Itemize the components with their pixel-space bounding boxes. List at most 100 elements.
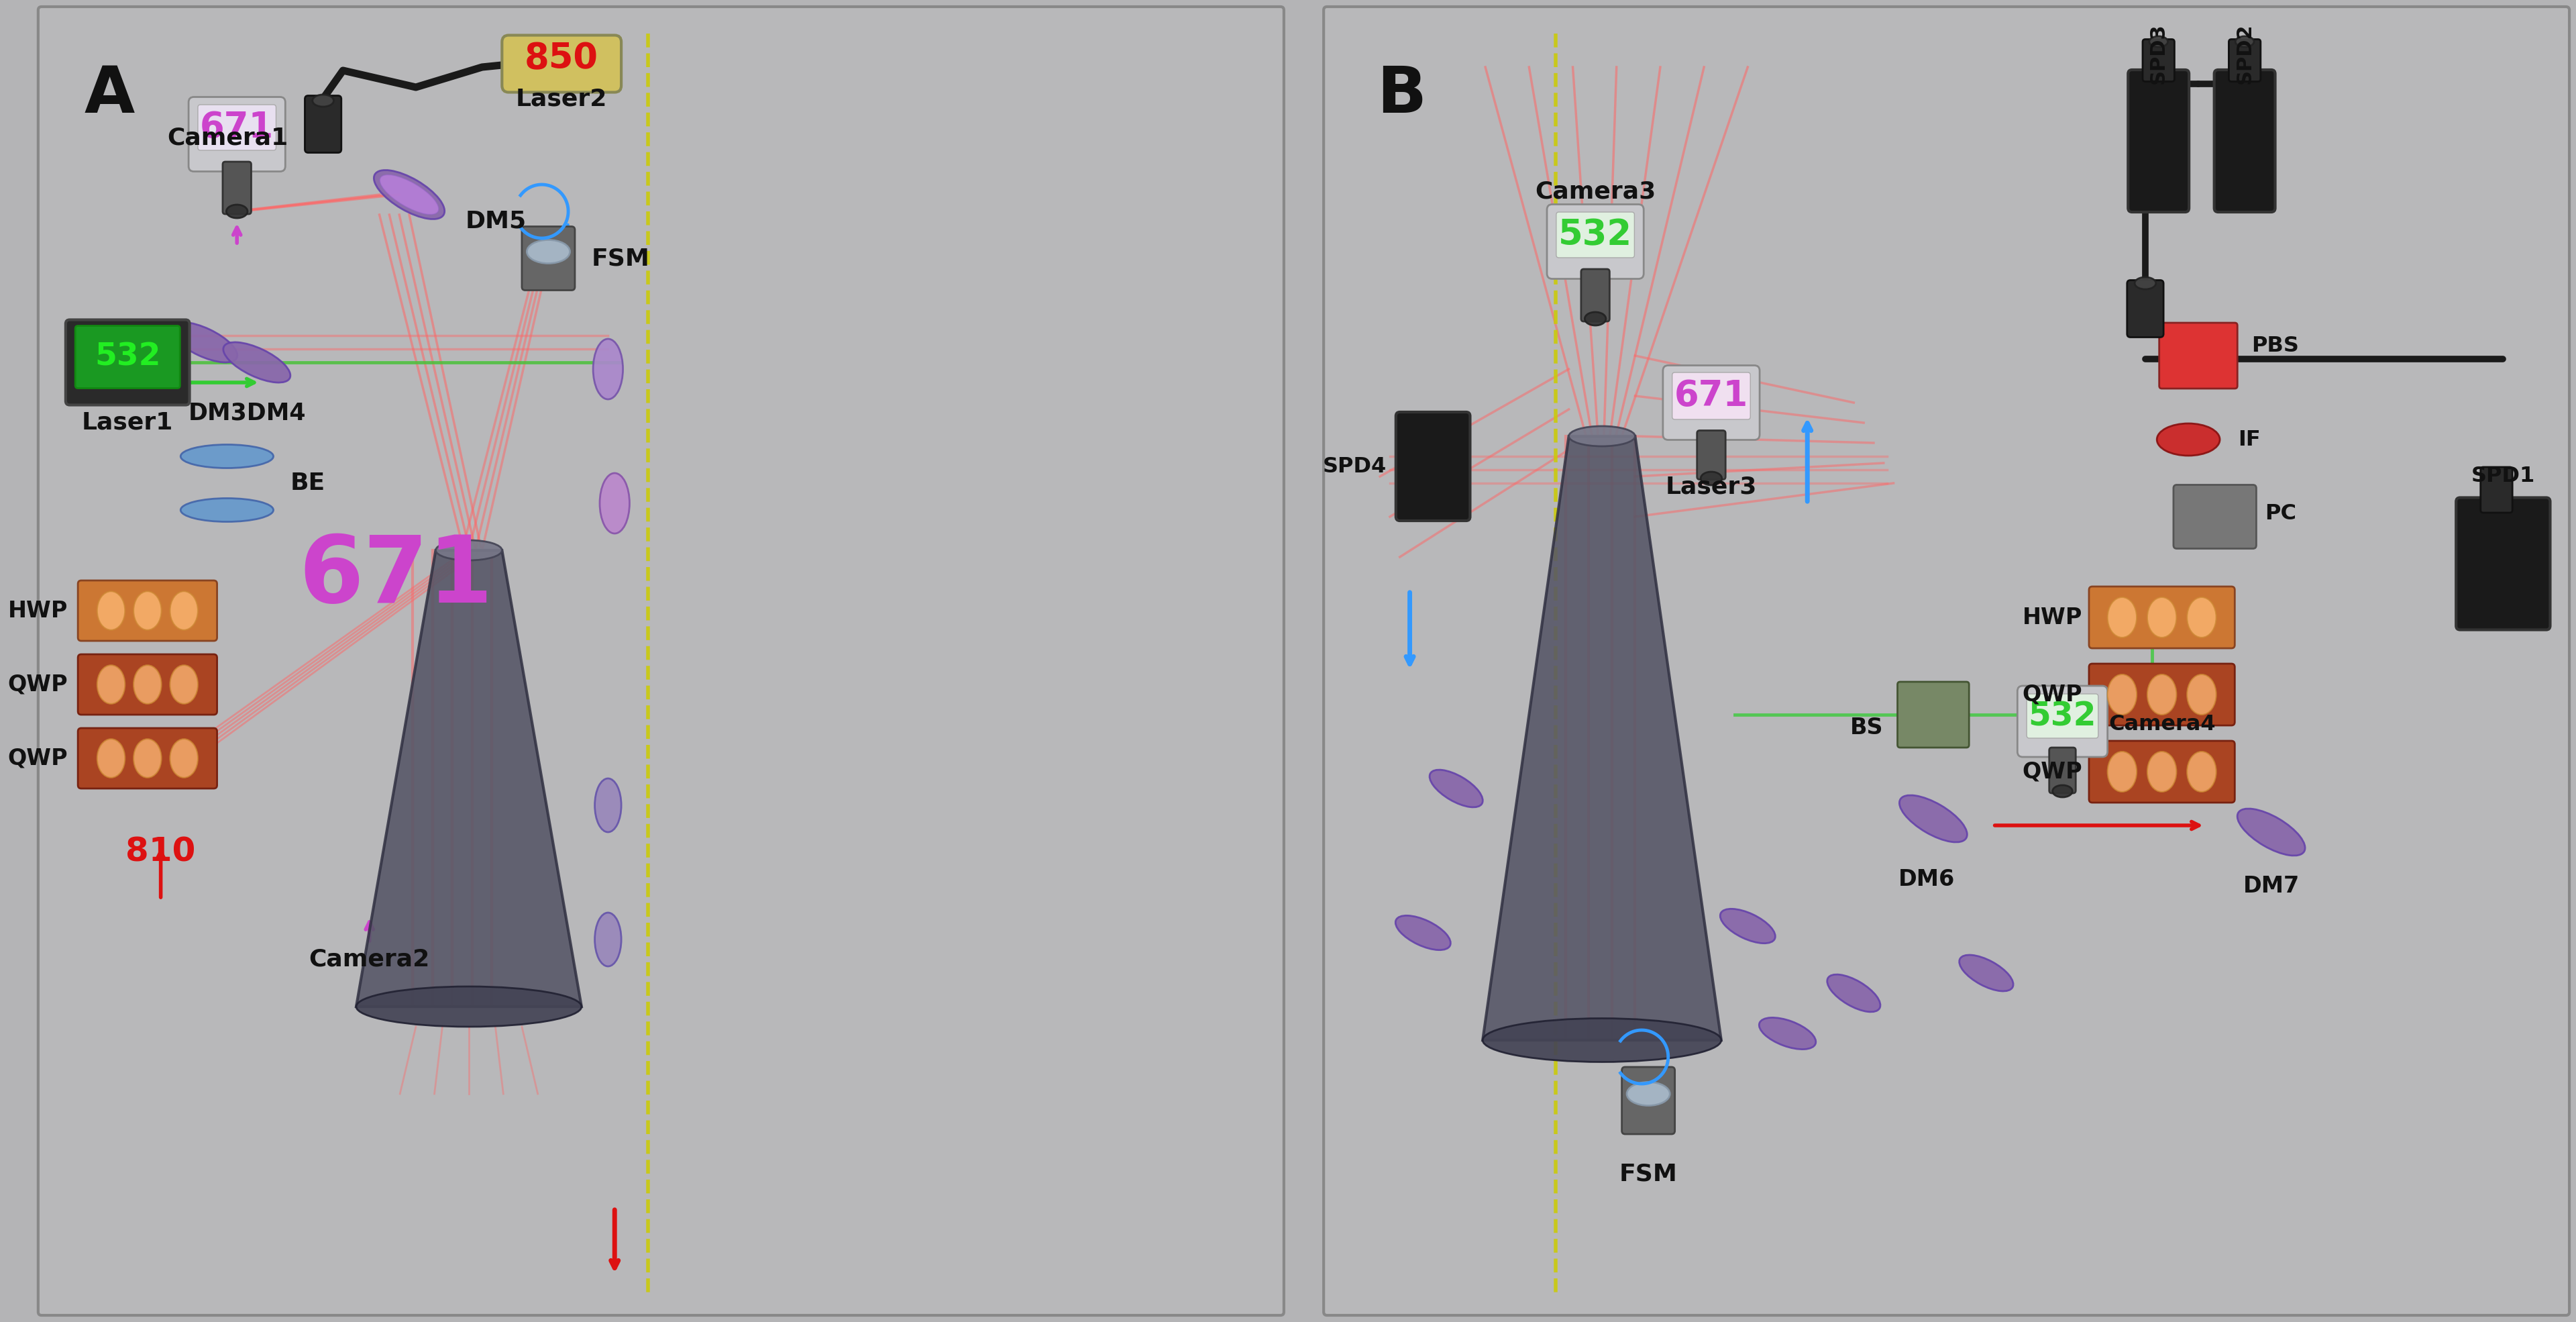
FancyBboxPatch shape (64, 320, 191, 405)
Ellipse shape (224, 342, 291, 382)
Ellipse shape (1700, 472, 1721, 485)
Text: 850: 850 (526, 41, 598, 75)
FancyBboxPatch shape (2089, 664, 2236, 726)
FancyBboxPatch shape (77, 728, 216, 788)
Ellipse shape (2107, 752, 2136, 792)
Ellipse shape (1584, 312, 1605, 325)
Text: PBS: PBS (2251, 336, 2298, 356)
FancyBboxPatch shape (2228, 40, 2262, 82)
Ellipse shape (2107, 598, 2136, 637)
Ellipse shape (1628, 1083, 1669, 1105)
Text: 810: 810 (126, 836, 196, 869)
Ellipse shape (2148, 752, 2177, 792)
Text: 671: 671 (1674, 378, 1749, 414)
Text: PC: PC (2264, 502, 2295, 524)
Text: Laser2: Laser2 (515, 87, 608, 110)
Text: DM5: DM5 (466, 210, 526, 233)
Ellipse shape (2136, 278, 2156, 290)
FancyBboxPatch shape (2089, 740, 2236, 802)
FancyBboxPatch shape (1623, 1067, 1674, 1134)
Ellipse shape (98, 739, 126, 777)
FancyBboxPatch shape (2128, 280, 2164, 337)
Ellipse shape (134, 739, 162, 777)
Text: B: B (1376, 63, 1427, 126)
Ellipse shape (170, 739, 198, 777)
Text: Laser3: Laser3 (1667, 475, 1757, 498)
Ellipse shape (312, 95, 335, 107)
Ellipse shape (170, 665, 198, 703)
Text: 671: 671 (201, 110, 273, 145)
Text: Camera4: Camera4 (2110, 714, 2215, 735)
Text: Camera1: Camera1 (167, 126, 289, 149)
Ellipse shape (170, 591, 198, 631)
Ellipse shape (2148, 598, 2177, 637)
Ellipse shape (1569, 426, 1636, 447)
FancyBboxPatch shape (1899, 682, 1968, 747)
Ellipse shape (2053, 785, 2074, 797)
Ellipse shape (600, 473, 629, 534)
Text: 532: 532 (95, 342, 160, 371)
FancyBboxPatch shape (77, 580, 216, 641)
FancyBboxPatch shape (1672, 373, 1749, 419)
Ellipse shape (2156, 423, 2221, 456)
Text: A: A (85, 63, 134, 126)
Ellipse shape (374, 171, 446, 219)
Ellipse shape (2107, 674, 2136, 715)
Ellipse shape (2148, 674, 2177, 715)
Text: FSM: FSM (1620, 1163, 1677, 1186)
FancyBboxPatch shape (2027, 694, 2099, 738)
Text: SPD4: SPD4 (1321, 456, 1386, 477)
Ellipse shape (134, 665, 162, 703)
FancyBboxPatch shape (1548, 205, 1643, 279)
Ellipse shape (170, 323, 237, 362)
FancyBboxPatch shape (39, 7, 1283, 1315)
Ellipse shape (2148, 36, 2169, 48)
Ellipse shape (592, 338, 623, 399)
FancyBboxPatch shape (1582, 270, 1610, 321)
Ellipse shape (227, 205, 247, 218)
Polygon shape (355, 550, 582, 1006)
Ellipse shape (2236, 36, 2254, 48)
Text: IF: IF (2239, 430, 2262, 449)
Text: DM3DM4: DM3DM4 (188, 402, 307, 424)
FancyBboxPatch shape (2455, 497, 2550, 629)
FancyBboxPatch shape (2215, 70, 2275, 212)
Ellipse shape (379, 175, 438, 214)
FancyBboxPatch shape (304, 95, 340, 152)
Text: FSM: FSM (592, 247, 649, 270)
Text: SPD2: SPD2 (2236, 24, 2254, 85)
Ellipse shape (528, 239, 569, 263)
Text: BE: BE (291, 472, 325, 494)
Text: SPD3: SPD3 (2148, 24, 2169, 85)
Ellipse shape (98, 665, 126, 703)
Text: DM7: DM7 (2244, 875, 2300, 896)
Text: QWP: QWP (2022, 683, 2081, 706)
FancyBboxPatch shape (198, 104, 276, 151)
FancyBboxPatch shape (2128, 70, 2190, 212)
Ellipse shape (98, 591, 126, 631)
Text: HWP: HWP (2022, 607, 2081, 628)
Text: 532: 532 (2027, 699, 2097, 732)
Text: 671: 671 (299, 531, 492, 623)
FancyBboxPatch shape (222, 161, 252, 214)
Ellipse shape (180, 498, 273, 522)
Text: QWP: QWP (8, 747, 67, 769)
FancyBboxPatch shape (188, 97, 286, 172)
Ellipse shape (2239, 809, 2306, 855)
Ellipse shape (1721, 908, 1775, 944)
Ellipse shape (1484, 1018, 1721, 1062)
Ellipse shape (595, 912, 621, 966)
Text: HWP: HWP (8, 600, 67, 621)
FancyBboxPatch shape (2089, 587, 2236, 648)
FancyBboxPatch shape (1698, 431, 1726, 480)
Ellipse shape (1430, 769, 1484, 808)
Text: DM6: DM6 (1899, 869, 1955, 890)
FancyBboxPatch shape (2174, 485, 2257, 549)
Ellipse shape (1826, 974, 1880, 1011)
Ellipse shape (355, 986, 582, 1027)
Ellipse shape (134, 591, 162, 631)
FancyBboxPatch shape (1324, 7, 2568, 1315)
FancyBboxPatch shape (2481, 467, 2512, 513)
Text: Camera2: Camera2 (309, 948, 430, 972)
FancyBboxPatch shape (75, 325, 180, 389)
